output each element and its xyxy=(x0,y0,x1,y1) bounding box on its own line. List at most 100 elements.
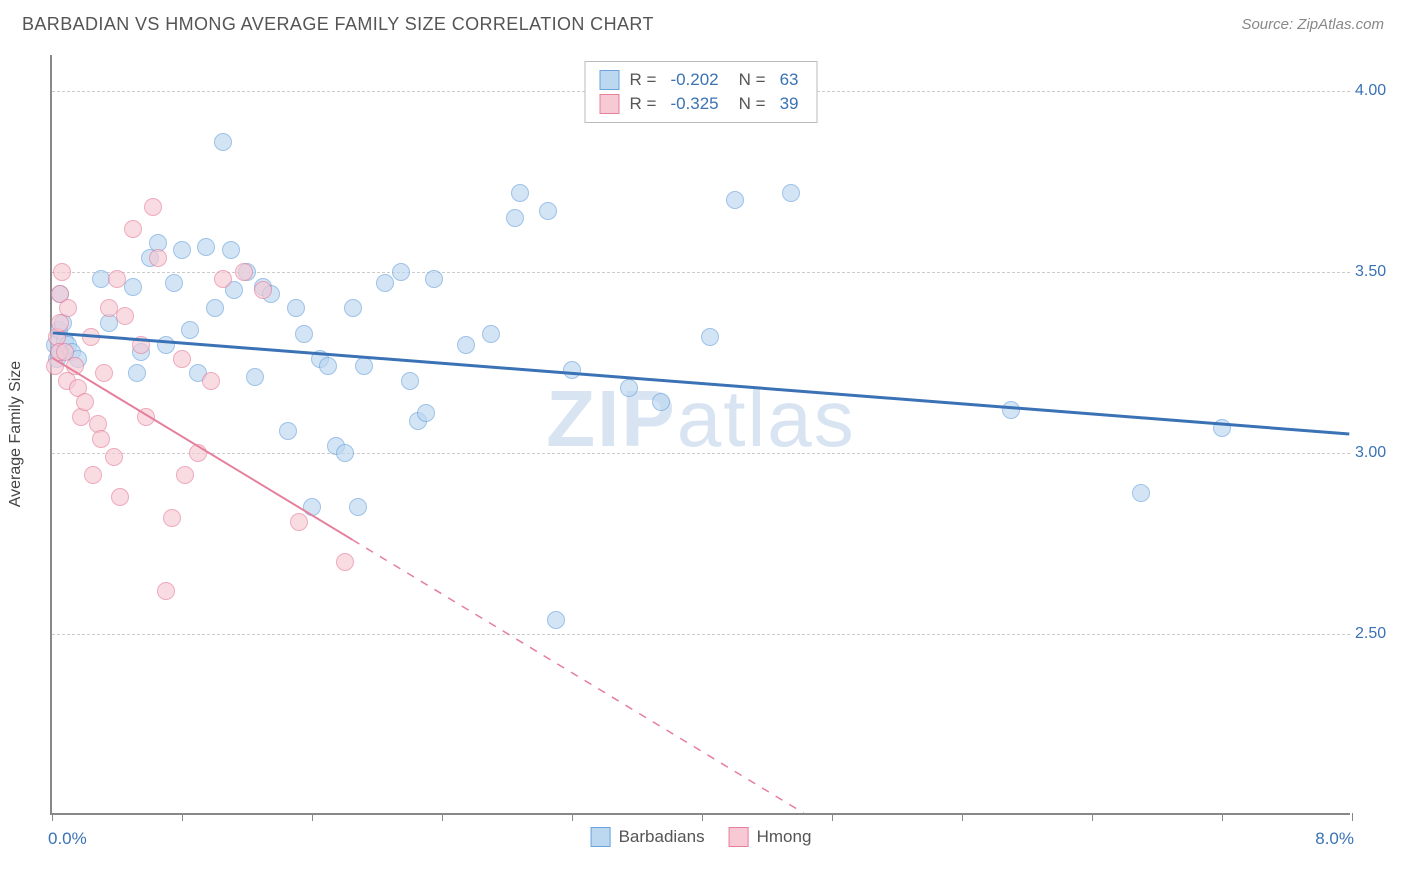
data-point xyxy=(290,513,308,531)
gridline xyxy=(52,453,1350,454)
data-point xyxy=(197,238,215,256)
n-value-hmong: 39 xyxy=(780,94,799,114)
x-tick xyxy=(1222,813,1223,821)
data-point xyxy=(128,364,146,382)
trendlines xyxy=(52,55,1350,813)
legend-row-barbadians: R = -0.202 N = 63 xyxy=(600,68,803,92)
data-point xyxy=(1132,484,1150,502)
chart-plot-area: ZIPatlas Average Family Size 2.503.003.5… xyxy=(50,55,1350,815)
data-point xyxy=(149,249,167,267)
swatch-hmong xyxy=(600,94,620,114)
data-point xyxy=(620,379,638,397)
data-point xyxy=(506,209,524,227)
data-point xyxy=(53,263,71,281)
data-point xyxy=(59,299,77,317)
data-point xyxy=(76,393,94,411)
trendline-dashed xyxy=(353,540,804,813)
data-point xyxy=(303,498,321,516)
x-tick xyxy=(702,813,703,821)
data-point xyxy=(392,263,410,281)
legend-item-barbadians: Barbadians xyxy=(591,827,705,847)
x-tick xyxy=(1352,813,1353,821)
data-point xyxy=(105,448,123,466)
data-point xyxy=(222,241,240,259)
y-tick-label: 3.50 xyxy=(1355,263,1400,281)
data-point xyxy=(181,321,199,339)
data-point xyxy=(563,361,581,379)
data-point xyxy=(355,357,373,375)
swatch-hmong-bottom xyxy=(729,827,749,847)
data-point xyxy=(482,325,500,343)
chart-title: BARBADIAN VS HMONG AVERAGE FAMILY SIZE C… xyxy=(22,14,654,35)
r-value-hmong: -0.325 xyxy=(670,94,718,114)
data-point xyxy=(235,263,253,281)
data-point xyxy=(66,357,84,375)
series-name-hmong: Hmong xyxy=(757,827,812,847)
data-point xyxy=(376,274,394,292)
n-value-barbadians: 63 xyxy=(780,70,799,90)
data-point xyxy=(214,133,232,151)
data-point xyxy=(539,202,557,220)
data-point xyxy=(124,278,142,296)
data-point xyxy=(132,336,150,354)
watermark: ZIPatlas xyxy=(546,373,855,465)
source-attribution: Source: ZipAtlas.com xyxy=(1241,16,1384,33)
x-tick xyxy=(442,813,443,821)
data-point xyxy=(349,498,367,516)
data-point xyxy=(95,364,113,382)
data-point xyxy=(246,368,264,386)
data-point xyxy=(726,191,744,209)
y-axis-title: Average Family Size xyxy=(7,361,25,507)
data-point xyxy=(336,444,354,462)
data-point xyxy=(457,336,475,354)
x-tick xyxy=(312,813,313,821)
data-point xyxy=(157,336,175,354)
data-point xyxy=(165,274,183,292)
data-point xyxy=(652,393,670,411)
data-point xyxy=(163,509,181,527)
data-point xyxy=(782,184,800,202)
r-value-barbadians: -0.202 xyxy=(670,70,718,90)
data-point xyxy=(319,357,337,375)
x-tick xyxy=(52,813,53,821)
gridline xyxy=(52,634,1350,635)
x-tick xyxy=(182,813,183,821)
data-point xyxy=(287,299,305,317)
data-point xyxy=(279,422,297,440)
x-axis-max-label: 8.0% xyxy=(1315,829,1354,849)
data-point xyxy=(144,198,162,216)
data-point xyxy=(173,350,191,368)
trendline-solid xyxy=(53,333,1350,434)
y-tick-label: 2.50 xyxy=(1355,625,1400,643)
data-point xyxy=(173,241,191,259)
y-tick-label: 4.00 xyxy=(1355,82,1400,100)
data-point xyxy=(1213,419,1231,437)
data-point xyxy=(511,184,529,202)
data-point xyxy=(344,299,362,317)
data-point xyxy=(1002,401,1020,419)
data-point xyxy=(417,404,435,422)
data-point xyxy=(206,299,224,317)
data-point xyxy=(116,307,134,325)
x-tick xyxy=(832,813,833,821)
series-legend: Barbadians Hmong xyxy=(591,827,812,847)
data-point xyxy=(111,488,129,506)
data-point xyxy=(254,281,272,299)
legend-item-hmong: Hmong xyxy=(729,827,812,847)
swatch-barbadians xyxy=(600,70,620,90)
correlation-legend: R = -0.202 N = 63 R = -0.325 N = 39 xyxy=(585,61,818,123)
x-tick xyxy=(572,813,573,821)
data-point xyxy=(137,408,155,426)
legend-row-hmong: R = -0.325 N = 39 xyxy=(600,92,803,116)
series-name-barbadians: Barbadians xyxy=(619,827,705,847)
data-point xyxy=(82,328,100,346)
y-tick-label: 3.00 xyxy=(1355,444,1400,462)
data-point xyxy=(157,582,175,600)
data-point xyxy=(401,372,419,390)
data-point xyxy=(124,220,142,238)
data-point xyxy=(701,328,719,346)
data-point xyxy=(425,270,443,288)
data-point xyxy=(189,444,207,462)
data-point xyxy=(295,325,313,343)
data-point xyxy=(84,466,102,484)
